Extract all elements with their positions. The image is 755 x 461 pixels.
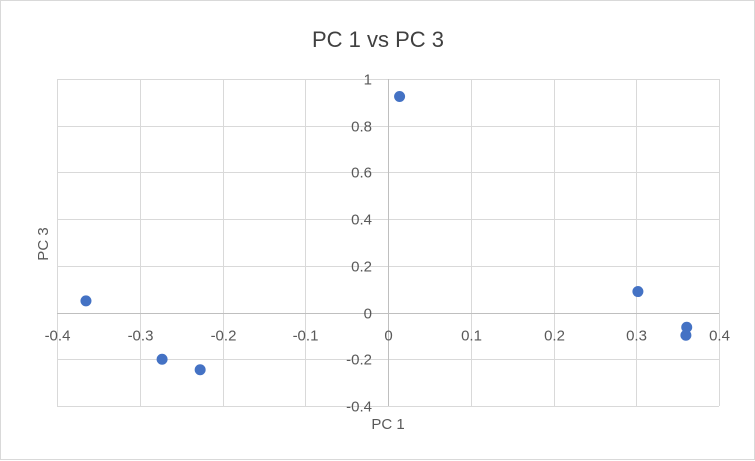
y-tick-label: -0.2 <box>346 352 372 369</box>
y-tick-label: 1 <box>364 72 372 89</box>
x-tick-label: -0.3 <box>128 328 154 345</box>
y-tick-label: 0.2 <box>351 259 372 276</box>
chart-title: PC 1 vs PC 3 <box>312 27 444 52</box>
axes <box>57 79 719 406</box>
y-tick-label: 0.8 <box>351 119 372 136</box>
x-axis-title: PC 1 <box>371 416 404 433</box>
data-point <box>194 364 206 376</box>
data-point <box>680 329 692 341</box>
data-point <box>80 295 92 307</box>
y-tick-label: -0.4 <box>346 399 372 416</box>
y-axis-title: PC 3 <box>35 227 52 260</box>
x-tick-label: -0.4 <box>45 328 71 345</box>
y-tick-label: 0.4 <box>351 212 372 229</box>
x-tick-label: 0 <box>384 328 392 345</box>
tick-labels: -0.4 -0.3 -0.2 -0.1 0 0.1 0.2 0.3 0.4 1 0.8 0.6 0.4 0… <box>45 72 730 416</box>
x-tick-label: 0.1 <box>461 328 482 345</box>
data-point <box>156 353 168 365</box>
y-tick-label: 0 <box>364 306 372 323</box>
data-point <box>632 286 644 298</box>
y-tick-label: 0.6 <box>351 165 372 182</box>
x-tick-label: 0.4 <box>709 328 730 345</box>
data-points <box>80 91 693 376</box>
data-point <box>394 91 406 103</box>
x-tick-label: 0.2 <box>544 328 565 345</box>
x-tick-label: 0.3 <box>626 328 647 345</box>
x-tick-label: -0.2 <box>211 328 237 345</box>
x-tick-label: -0.1 <box>293 328 319 345</box>
